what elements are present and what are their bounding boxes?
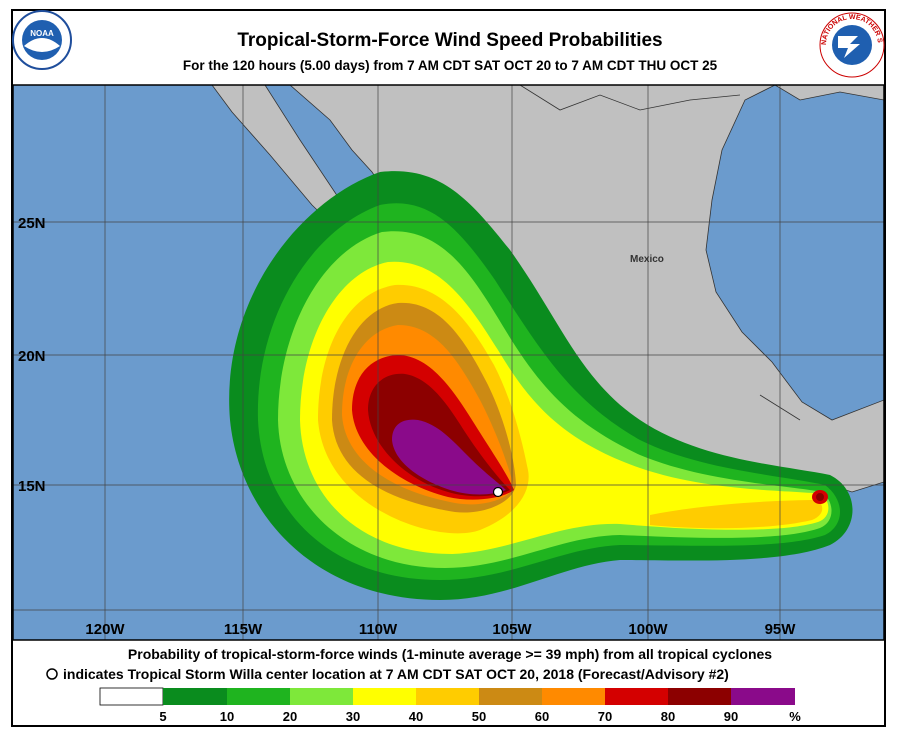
legend-label: 70 <box>598 709 612 724</box>
legend-label: 20 <box>283 709 297 724</box>
caption-symbol <box>46 668 58 680</box>
legend-label: 60 <box>535 709 549 724</box>
subtitle: For the 120 hours (5.00 days) from 7 AM … <box>183 58 718 73</box>
noaa-text: NOAA <box>30 29 54 38</box>
legend-swatch <box>416 688 479 705</box>
band-80 <box>368 373 824 501</box>
band-90 <box>392 419 506 495</box>
lon-label: 120W <box>85 621 125 638</box>
legend-label: 10 <box>220 709 234 724</box>
lon-label: 95W <box>765 621 797 638</box>
legend-swatch <box>163 688 227 705</box>
legend-label: 30 <box>346 709 360 724</box>
legend-swatch <box>542 688 605 705</box>
lat-label: 25N <box>18 215 46 232</box>
noaa-gull <box>24 38 60 52</box>
legend-swatch <box>731 688 795 705</box>
legend-label: 50 <box>472 709 486 724</box>
legend-swatch <box>353 688 416 705</box>
longitude-labels: 120W 115W 110W 105W 100W 95W <box>85 621 796 638</box>
latitude-lines <box>13 221 884 611</box>
legend-labels: 5 10 20 30 40 50 60 70 80 90 % <box>159 709 801 724</box>
map-border <box>12 84 885 641</box>
legend-swatch <box>227 688 290 705</box>
legend-label: 5 <box>159 709 166 724</box>
lon-label: 100W <box>628 621 668 638</box>
caption-line-1: Probability of tropical-storm-force wind… <box>128 646 772 662</box>
lon-label: 110W <box>359 621 398 638</box>
graticule <box>13 85 884 640</box>
place-label: Mexico <box>630 254 664 265</box>
lon-label: 105W <box>492 621 532 638</box>
legend-label: 40 <box>409 709 423 724</box>
legend-swatch <box>479 688 542 705</box>
map: Mexico 120W 115W 110W 105W 100W 95W 25N … <box>13 85 884 640</box>
legend-label: 80 <box>661 709 675 724</box>
title: Tropical-Storm-Force Wind Speed Probabil… <box>237 30 662 51</box>
legend: 5 10 20 30 40 50 60 70 80 90 % <box>99 687 801 724</box>
nws-bolt <box>838 36 860 58</box>
lat-label: 15N <box>18 478 46 495</box>
lat-label: 20N <box>18 348 46 365</box>
lon-label: 115W <box>224 621 263 638</box>
legend-swatch <box>290 688 353 705</box>
caption-line-2: indicates Tropical Storm Willa center lo… <box>63 666 729 682</box>
frame <box>11 9 886 727</box>
storm-center <box>492 486 504 498</box>
legend-label: % <box>789 709 801 724</box>
legend-swatch <box>605 688 668 705</box>
legend-swatch <box>668 688 731 705</box>
noaa-logo: NOAA <box>12 10 72 70</box>
latitude-labels: 25N 20N 15N <box>18 215 46 495</box>
legend-swatch <box>99 687 164 706</box>
us-gulf-coast <box>774 85 884 101</box>
longitude-lines <box>104 85 781 640</box>
legend-label: 90 <box>724 709 738 724</box>
